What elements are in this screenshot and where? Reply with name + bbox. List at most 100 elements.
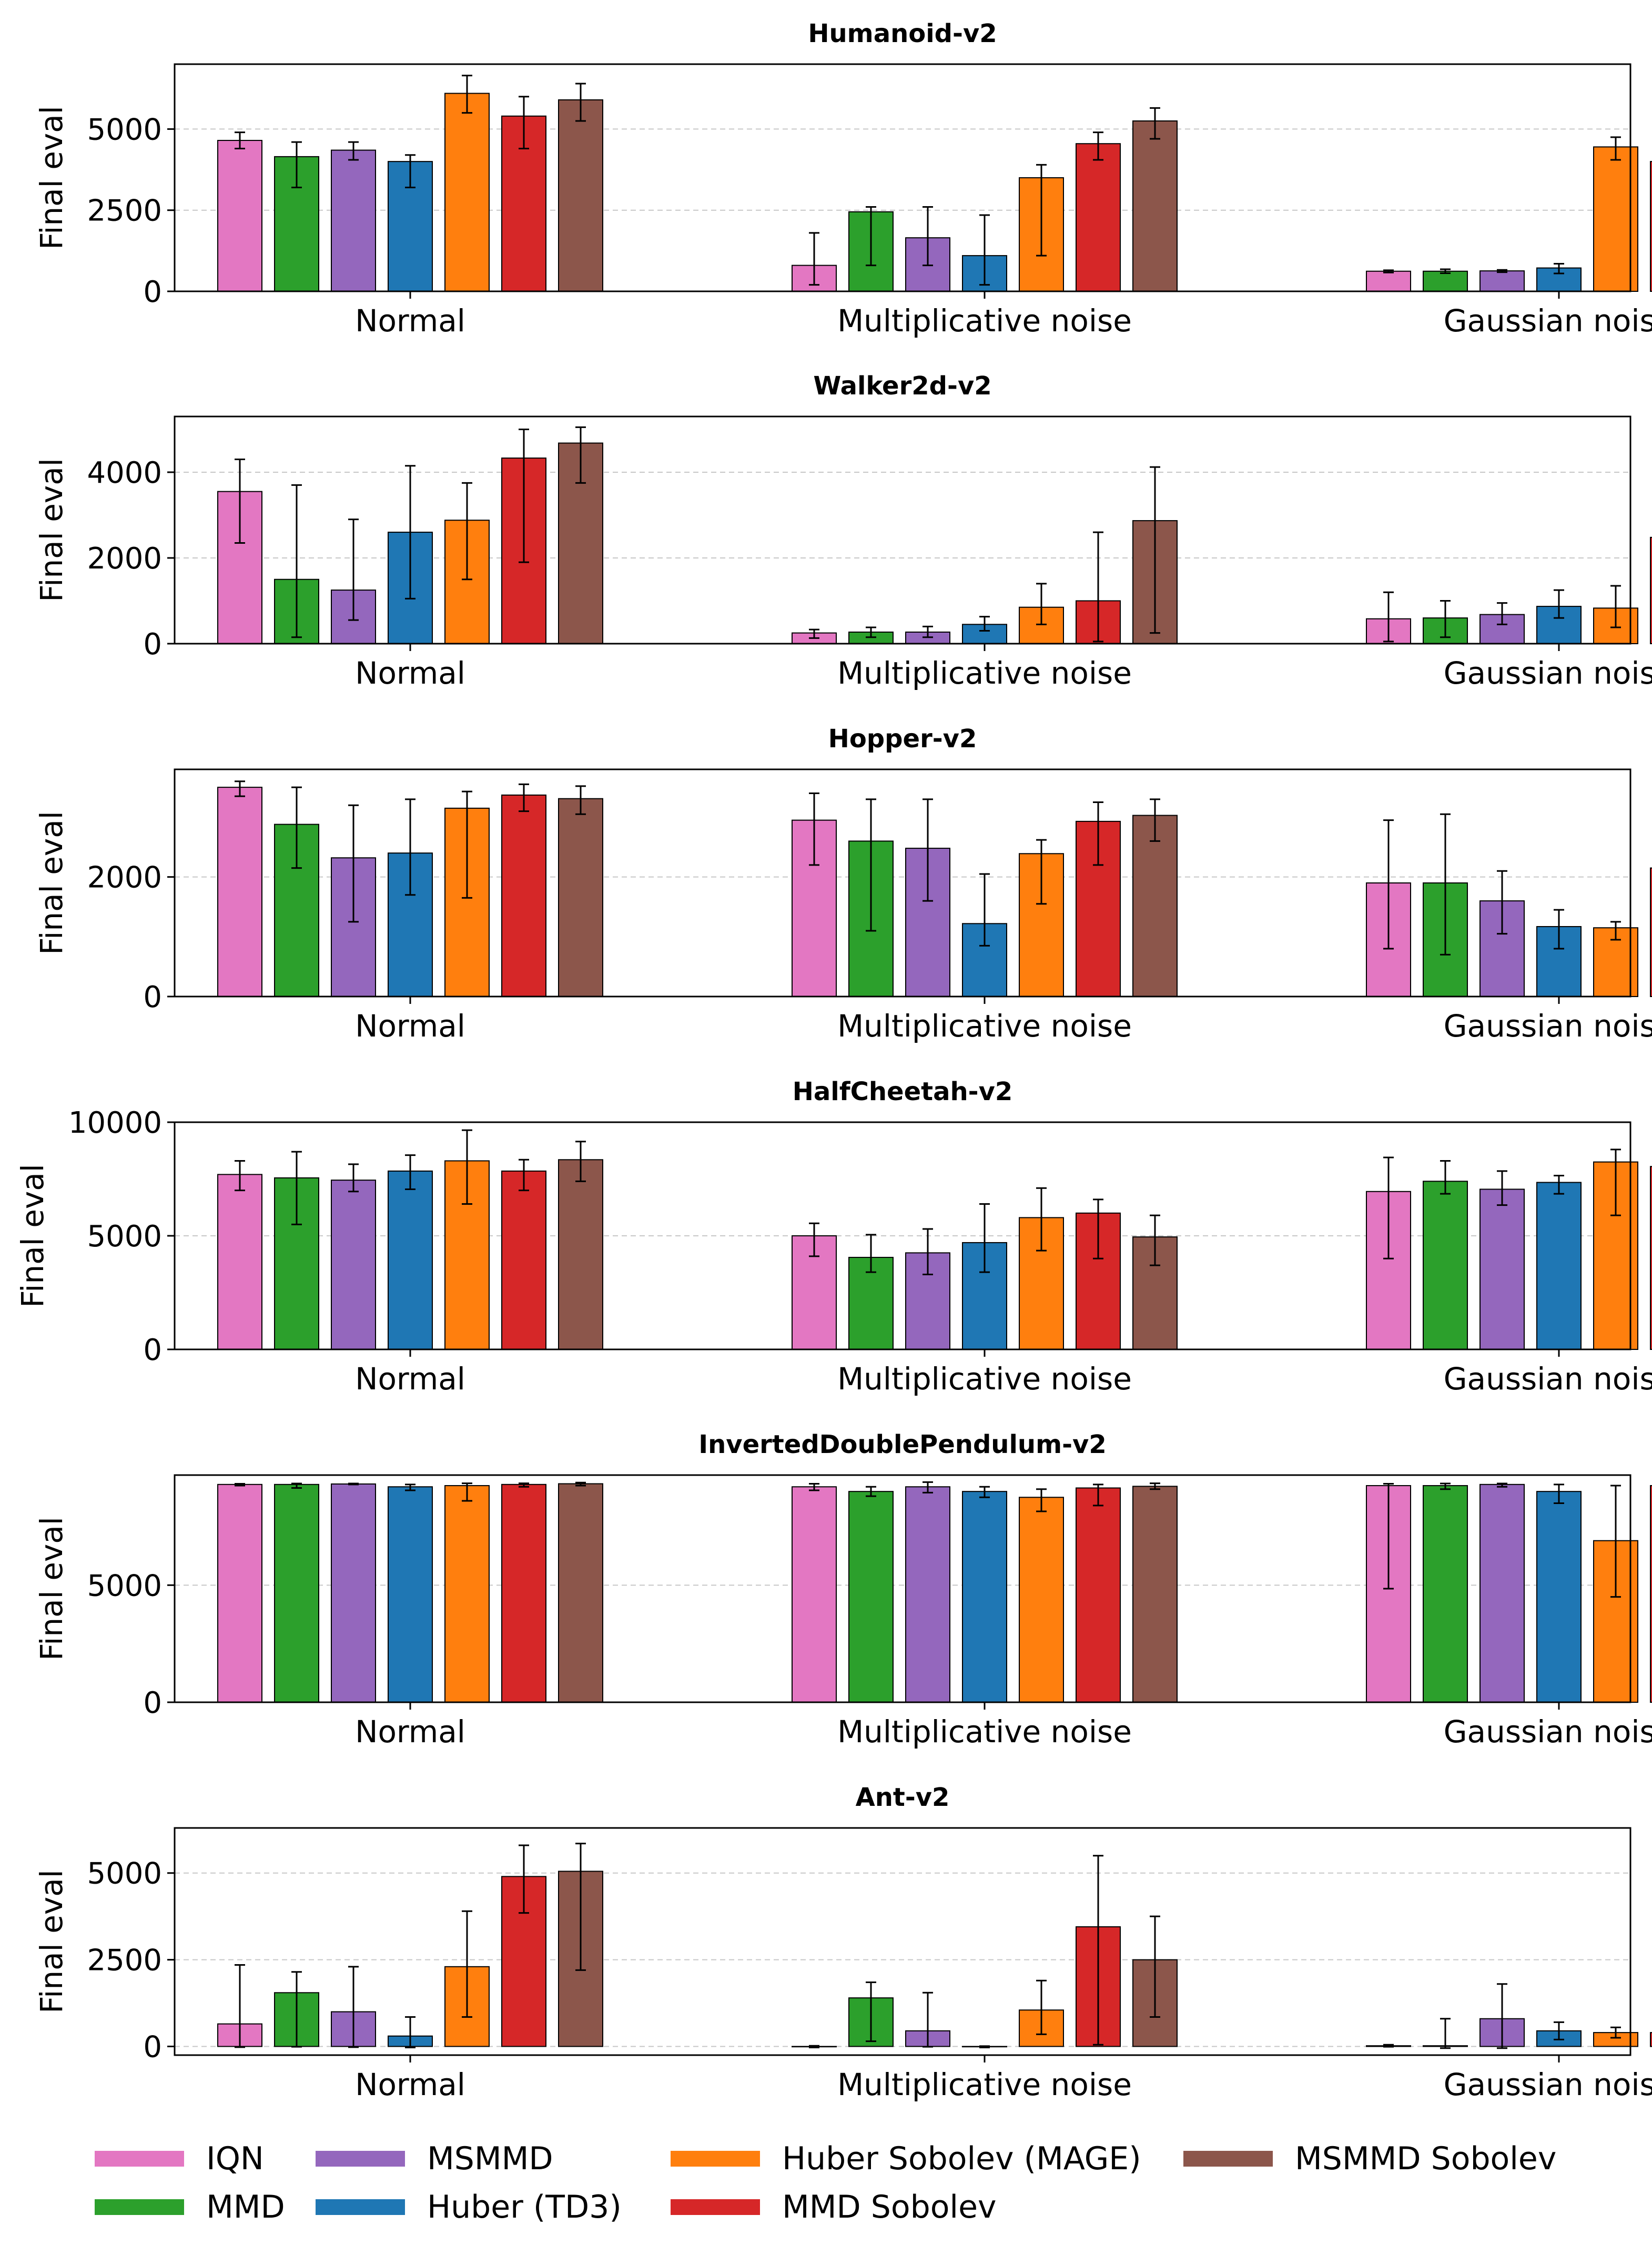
x-tick-label: Multiplicative noise [837, 1361, 1132, 1397]
bar-mmd-multiplicative-noise [848, 1491, 894, 1703]
bar-mmd-gaussian-noise [1423, 1181, 1468, 1350]
chart-title: Walker2d-v2 [813, 371, 991, 401]
x-tick-label: Gaussian noise [1444, 1361, 1652, 1397]
x-tick-label: Gaussian noise [1444, 655, 1652, 691]
bar-mmd-gaussian-noise [1423, 270, 1468, 292]
chart-ant-v2: 0 2500 5000 Normal Multiplicative noise Gauss… [34, 1783, 1652, 2102]
legend-label: MSMMD Sobolev [1295, 2140, 1557, 2177]
bar-huber-sobolev-mage-normal [444, 93, 490, 292]
legend-swatch-mmd-sobolev [671, 2199, 760, 2215]
bar-mmd-sobolev-gaussian-noise [1650, 161, 1652, 292]
bar-mmd-gaussian-noise [1423, 1485, 1468, 1703]
plot-frame [174, 415, 1631, 645]
bar-huber-td3-normal [388, 1486, 433, 1703]
chart-humanoid-v2: 0 2500 5000 Normal Multiplicative noise Gauss… [34, 19, 1652, 339]
legend-item-msmmd: MSMMD [316, 2135, 553, 2182]
bar-msmmd-sobolev-normal [558, 1483, 603, 1703]
chart-title: Ant-v2 [856, 1783, 950, 1812]
bar-mmd-normal [274, 1483, 319, 1703]
y-tick-label: 0 [143, 275, 162, 309]
bar-msmmd-normal [331, 149, 376, 292]
bar-mmd-sobolev-normal [501, 794, 546, 997]
legend-item-mmd: MMD [95, 2183, 285, 2231]
x-tick-label: Normal [355, 2067, 465, 2102]
chart-title: Hopper-v2 [828, 724, 977, 754]
legend-label: Huber (TD3) [427, 2189, 622, 2226]
legend: IQN MMD MSMMD Huber (TD3) Huber Sobolev … [95, 2135, 1620, 2240]
bar-msmmd-sobolev-multiplicative-noise [1132, 1486, 1178, 1703]
legend-swatch-huber-td3 [316, 2199, 405, 2215]
x-tick-label: Gaussian noise [1444, 2067, 1652, 2102]
y-tick-label: 0 [143, 1333, 162, 1367]
x-tick-label: Normal [355, 1714, 465, 1750]
bar-iqn-normal [217, 787, 262, 997]
y-tick-label: 4000 [87, 456, 162, 490]
y-tick-label: 5000 [87, 1220, 162, 1254]
plot-frame [174, 768, 1631, 998]
y-axis-label: Final eval [34, 1869, 69, 2014]
bar-huber-sobolev-mage-normal [444, 1485, 490, 1703]
chart-inverteddoublependulum-v2: 0 5000 Normal Multiplicative noise Gaussian … [34, 1430, 1652, 1750]
plot-frame [174, 1827, 1631, 2056]
x-tick-label: Gaussian noise [1444, 1714, 1652, 1750]
bar-huber-td3-gaussian-noise [1536, 1182, 1582, 1350]
bar-iqn-normal [217, 1174, 262, 1350]
bar-huber-td3-normal [388, 1170, 433, 1350]
bar-huber-td3-multiplicative-noise [962, 1491, 1007, 1703]
bar-huber-td3-gaussian-noise [1536, 1491, 1582, 1703]
y-tick-label: 0 [143, 980, 162, 1014]
y-tick-label: 0 [143, 1686, 162, 1720]
bar-mmd-sobolev-gaussian-noise [1650, 536, 1652, 645]
bar-msmmd-multiplicative-noise [905, 1486, 950, 1703]
x-tick-label: Gaussian noise [1444, 1008, 1652, 1044]
x-tick-label: Normal [355, 303, 465, 339]
legend-item-iqn: IQN [95, 2135, 264, 2182]
legend-item-huber-sobolev-mage: Huber Sobolev (MAGE) [671, 2135, 1141, 2182]
chart-hopper-v2: 0 2000 Normal Multiplicative noise Gaussian … [34, 724, 1652, 1044]
y-tick-label: 2000 [87, 542, 162, 576]
bar-mmd-sobolev-normal [501, 1483, 546, 1703]
bar-msmmd-gaussian-noise [1479, 1188, 1525, 1350]
legend-swatch-msmmd-sobolev [1183, 2151, 1273, 2167]
x-tick-label: Gaussian noise [1444, 303, 1652, 339]
x-tick-label: Normal [355, 655, 465, 691]
bar-iqn-multiplicative-noise [792, 1486, 837, 1703]
y-axis-label: Final eval [34, 811, 69, 955]
bar-iqn-normal [217, 140, 262, 292]
y-tick-label: 5000 [87, 1569, 162, 1603]
bar-mmd-sobolev-gaussian-noise [1650, 1166, 1652, 1350]
bar-msmmd-sobolev-normal [558, 99, 603, 292]
legend-item-msmmd-sobolev: MSMMD Sobolev [1183, 2135, 1556, 2182]
chart-title: HalfCheetah-v2 [793, 1077, 1013, 1106]
bar-mmd-sobolev-multiplicative-noise [1076, 143, 1121, 292]
bar-iqn-gaussian-noise [1366, 270, 1411, 292]
bar-msmmd-sobolev-multiplicative-noise [1132, 120, 1178, 292]
chart-halfcheetah-v2: 0 5000 10000 Normal Multiplicative noise Gaus… [15, 1077, 1652, 1397]
plot-frame [174, 1474, 1631, 1703]
y-axis-label: Final eval [15, 1164, 50, 1308]
legend-label: MMD [206, 2189, 285, 2226]
legend-label: MMD Sobolev [782, 2189, 997, 2226]
x-tick-label: Multiplicative noise [837, 655, 1132, 691]
bar-msmmd-sobolev-normal [558, 798, 603, 998]
plot-frame [174, 63, 1631, 292]
y-tick-label: 5000 [87, 113, 162, 147]
bar-mmd-sobolev-gaussian-noise [1650, 2032, 1652, 2047]
y-tick-label: 2500 [87, 1944, 162, 1978]
legend-swatch-huber-sobolev-mage [671, 2151, 760, 2167]
bar-msmmd-normal [331, 1180, 376, 1350]
bar-mmd-sobolev-normal [501, 1170, 546, 1350]
y-axis-label: Final eval [34, 106, 69, 250]
x-tick-label: Multiplicative noise [837, 1714, 1132, 1750]
legend-label: IQN [206, 2140, 264, 2177]
x-tick-label: Multiplicative noise [837, 2067, 1132, 2102]
bar-huber-sobolev-mage-multiplicative-noise [1019, 1497, 1064, 1703]
y-tick-label: 0 [143, 627, 162, 662]
bar-mmd-sobolev-multiplicative-noise [1076, 1487, 1121, 1703]
chart-title: InvertedDoublePendulum-v2 [698, 1430, 1106, 1459]
y-tick-label: 0 [143, 2030, 162, 2065]
bar-msmmd-sobolev-normal [558, 1159, 603, 1350]
y-axis-label: Final eval [34, 1517, 69, 1661]
y-tick-label: 2000 [87, 861, 162, 895]
